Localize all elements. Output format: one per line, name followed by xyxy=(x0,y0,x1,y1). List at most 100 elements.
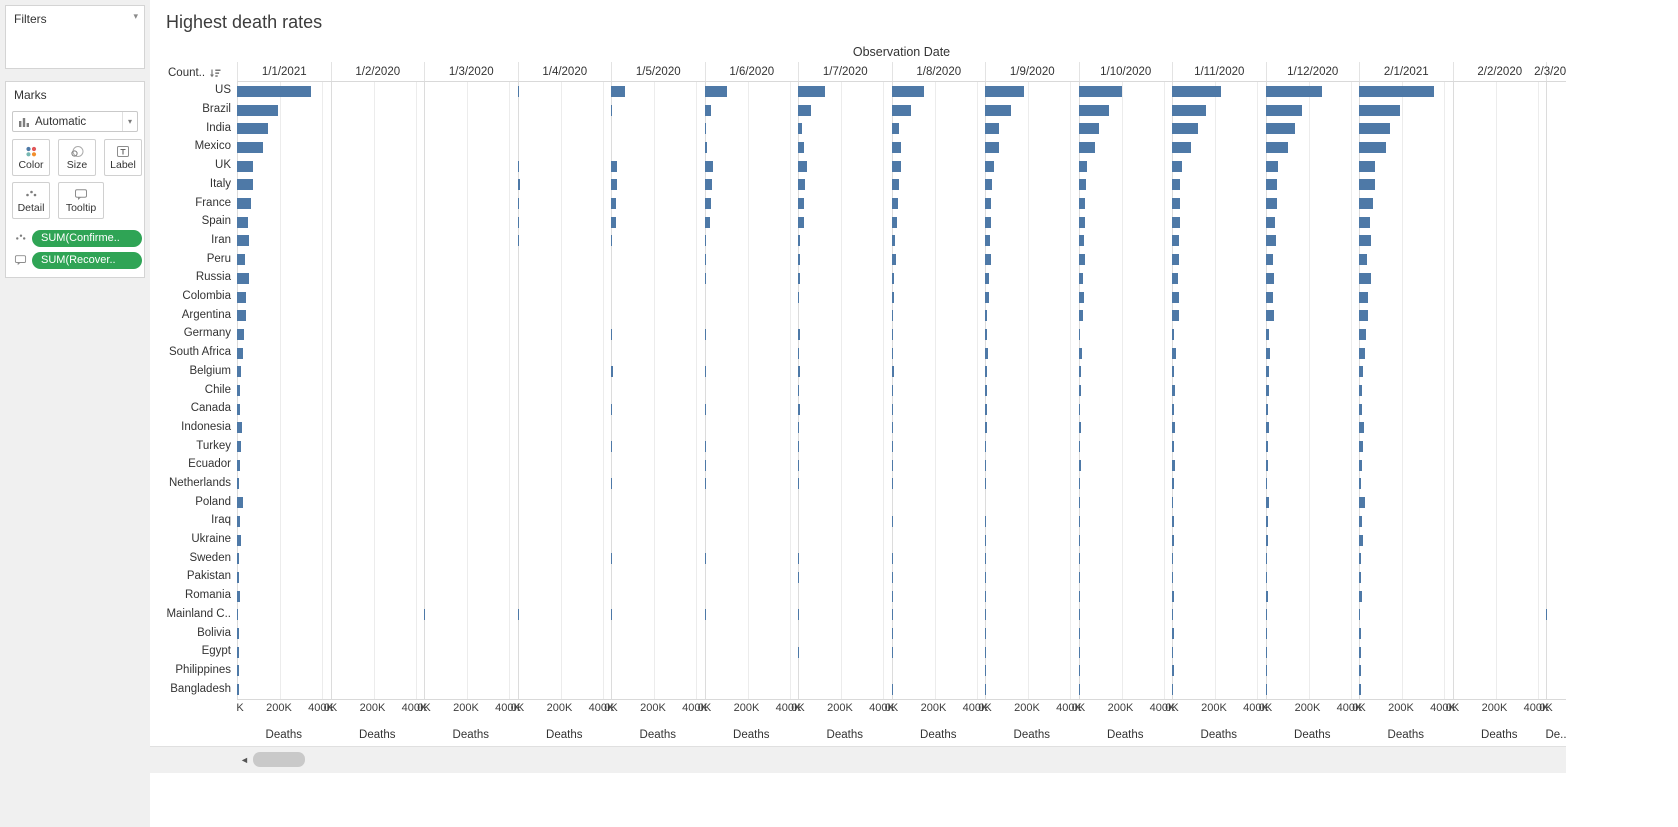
bar[interactable] xyxy=(704,328,707,340)
country-label[interactable]: Italy xyxy=(209,177,231,190)
bar[interactable] xyxy=(1359,571,1362,583)
bar[interactable] xyxy=(1359,85,1434,97)
country-label[interactable]: Iran xyxy=(211,233,231,246)
bar[interactable] xyxy=(798,198,805,210)
bar[interactable] xyxy=(1078,422,1081,434)
country-label[interactable]: Indonesia xyxy=(181,420,231,433)
bar[interactable] xyxy=(798,123,802,135)
mark-type-dropdown[interactable]: Automatic ▾ xyxy=(12,111,138,132)
bar[interactable] xyxy=(1359,291,1369,303)
bar[interactable] xyxy=(1172,628,1174,640)
bar[interactable] xyxy=(1265,515,1269,527)
bar[interactable] xyxy=(1359,160,1375,172)
bar[interactable] xyxy=(237,310,247,322)
bar[interactable] xyxy=(1359,366,1364,378)
date-header[interactable]: 2/3/2020 xyxy=(1534,62,1566,82)
bar[interactable] xyxy=(985,459,987,471)
bar[interactable] xyxy=(1172,198,1180,210)
bar[interactable] xyxy=(1265,684,1267,696)
bar[interactable] xyxy=(1172,254,1180,266)
bar[interactable] xyxy=(1359,272,1371,284)
country-label[interactable]: UK xyxy=(215,159,231,172)
bar[interactable] xyxy=(798,179,806,191)
bar[interactable] xyxy=(891,310,893,322)
bar[interactable] xyxy=(798,272,800,284)
bar[interactable] xyxy=(891,590,893,602)
bar[interactable] xyxy=(237,515,240,527)
bar[interactable] xyxy=(798,141,804,153)
bar[interactable] xyxy=(1359,628,1361,640)
bar[interactable] xyxy=(798,216,804,228)
bar[interactable] xyxy=(1172,422,1175,434)
bar[interactable] xyxy=(1546,609,1547,621)
bar[interactable] xyxy=(1078,628,1081,640)
bar[interactable] xyxy=(704,160,713,172)
bar[interactable] xyxy=(798,609,799,621)
horizontal-scrollbar[interactable]: ◄ xyxy=(150,746,1566,773)
bar[interactable] xyxy=(1265,85,1322,97)
country-label[interactable]: France xyxy=(195,196,231,209)
bar[interactable] xyxy=(891,422,893,434)
bar[interactable] xyxy=(1359,179,1375,191)
bar[interactable] xyxy=(237,441,242,453)
bar[interactable] xyxy=(1078,534,1080,546)
scrollbar-thumb[interactable] xyxy=(253,752,305,767)
bar[interactable] xyxy=(985,403,987,415)
country-label[interactable]: Pakistan xyxy=(186,570,231,583)
bar[interactable] xyxy=(1359,254,1367,266)
bar[interactable] xyxy=(704,553,706,565)
country-label[interactable]: Turkey xyxy=(196,439,231,452)
bar[interactable] xyxy=(1078,123,1100,135)
bar[interactable] xyxy=(891,403,894,415)
bar[interactable] xyxy=(891,684,893,696)
bar[interactable] xyxy=(1265,422,1270,434)
bar[interactable] xyxy=(424,609,425,621)
bar[interactable] xyxy=(237,459,240,471)
bar[interactable] xyxy=(704,235,707,247)
chevron-down-icon[interactable]: ▾ xyxy=(133,11,138,21)
bar[interactable] xyxy=(1265,104,1302,116)
bar[interactable] xyxy=(891,553,893,565)
bar[interactable] xyxy=(1265,459,1269,471)
bar[interactable] xyxy=(237,422,242,434)
bar[interactable] xyxy=(1078,310,1083,322)
bar[interactable] xyxy=(237,85,311,97)
bar[interactable] xyxy=(704,123,706,135)
bar[interactable] xyxy=(1265,272,1274,284)
bar[interactable] xyxy=(1078,198,1086,210)
bar[interactable] xyxy=(985,571,987,583)
bar[interactable] xyxy=(1078,254,1086,266)
bar[interactable] xyxy=(1078,85,1122,97)
bar[interactable] xyxy=(985,441,987,453)
bar[interactable] xyxy=(1078,104,1109,116)
bar[interactable] xyxy=(237,571,240,583)
bar[interactable] xyxy=(985,85,1024,97)
bar[interactable] xyxy=(798,385,800,396)
date-header[interactable]: 1/3/2020 xyxy=(424,62,518,82)
date-header[interactable]: 1/1/2021 xyxy=(237,62,331,82)
bar[interactable] xyxy=(1078,497,1080,509)
bar[interactable] xyxy=(1078,478,1080,490)
bar[interactable] xyxy=(891,646,893,658)
bar[interactable] xyxy=(611,328,613,340)
bar[interactable] xyxy=(237,553,239,565)
bar[interactable] xyxy=(1359,216,1370,228)
bar[interactable] xyxy=(1172,347,1177,359)
country-label[interactable]: Peru xyxy=(206,252,231,265)
bar[interactable] xyxy=(891,515,893,527)
bar[interactable] xyxy=(704,254,706,266)
bar[interactable] xyxy=(1172,571,1174,583)
country-label[interactable]: Bangladesh xyxy=(170,682,231,695)
bar[interactable] xyxy=(1172,291,1179,303)
bar[interactable] xyxy=(985,141,999,153)
bar[interactable] xyxy=(1265,590,1268,602)
bar[interactable] xyxy=(985,179,993,191)
bar[interactable] xyxy=(1172,310,1179,322)
bar[interactable] xyxy=(1172,534,1174,546)
bar[interactable] xyxy=(1359,534,1363,546)
bar[interactable] xyxy=(1078,235,1084,247)
bar[interactable] xyxy=(1078,571,1080,583)
country-label[interactable]: Spain xyxy=(201,215,231,228)
bar[interactable] xyxy=(1078,272,1083,284)
bar[interactable] xyxy=(704,441,706,453)
